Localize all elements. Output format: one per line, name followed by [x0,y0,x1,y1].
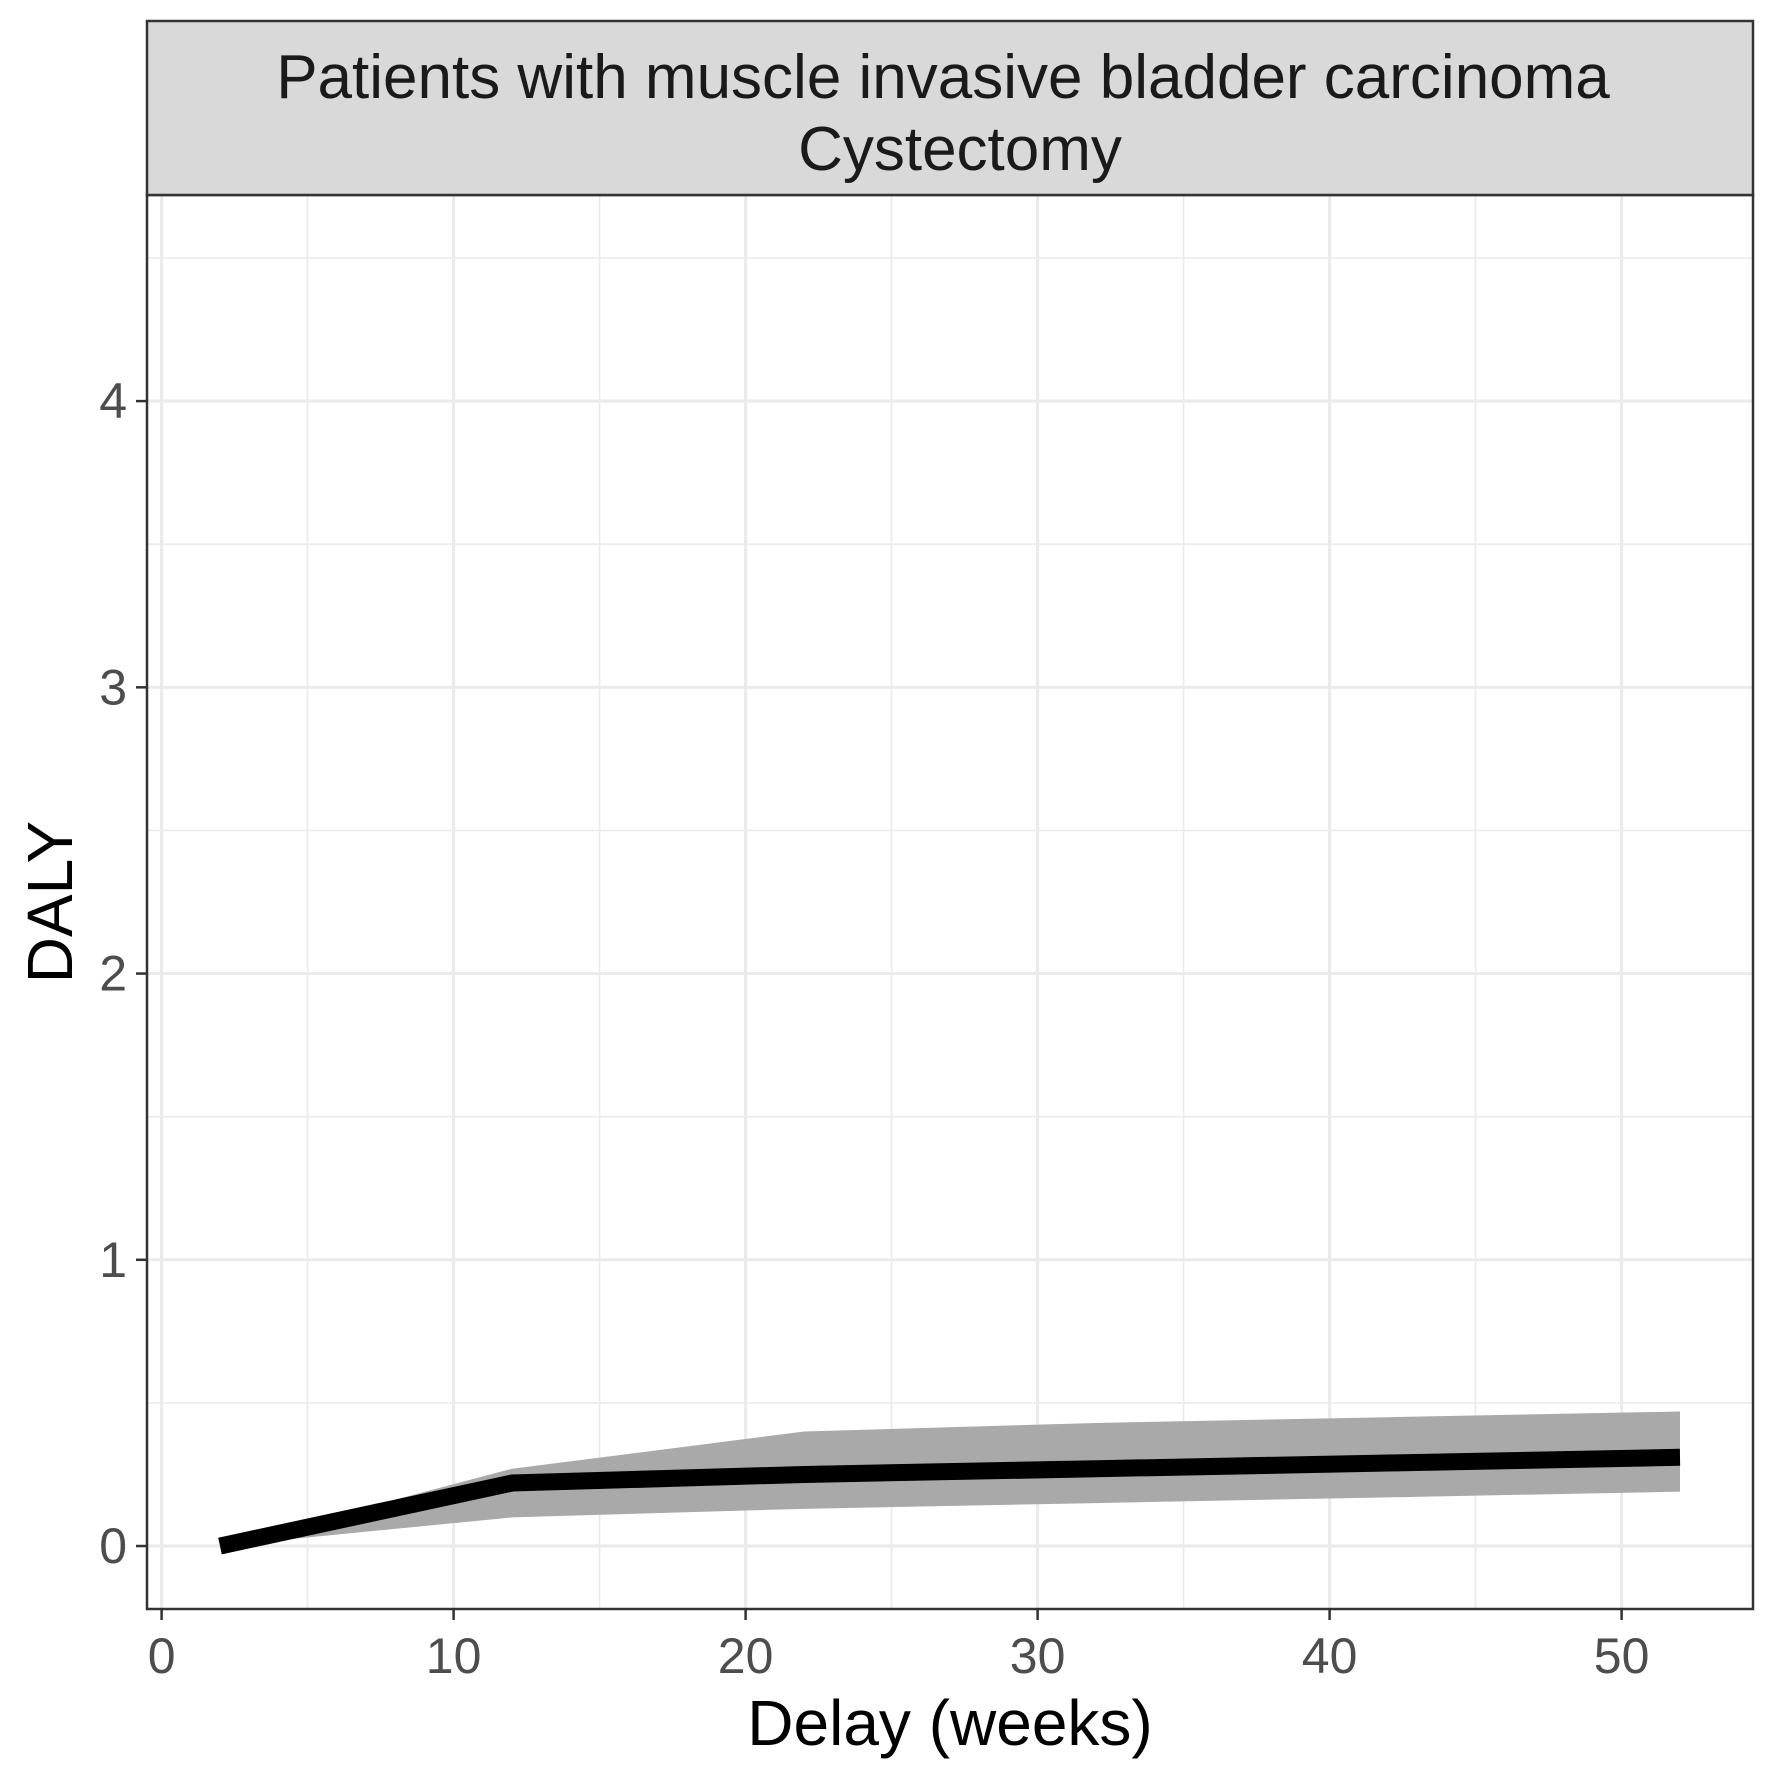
x-tick-label: 40 [1302,1628,1358,1684]
x-tick-label: 0 [148,1628,176,1684]
y-tick-label: 0 [99,1518,127,1574]
x-tick-label: 10 [426,1628,482,1684]
series-line [218,1448,1681,1555]
facet-title-line1: Patients with muscle invasive bladder ca… [276,43,1610,112]
y-axis-label: DALY [14,821,86,983]
y-tick-label: 1 [99,1232,127,1288]
x-axis-label: Delay (weeks) [747,1687,1152,1759]
y-tick-label: 3 [99,659,127,715]
line-layer [218,1448,1681,1555]
x-tick-label: 30 [1010,1628,1066,1684]
y-tick-label: 4 [99,373,127,429]
grid-layer [147,195,1753,1609]
axis-layer: 0 10 20 30 40 50 0 1 2 3 4 [99,373,1649,1684]
facet-title-line2: Cystectomy [798,115,1122,184]
facet-strip [145,19,1755,197]
x-tick-label: 20 [718,1628,774,1684]
x-tick-label: 50 [1594,1628,1650,1684]
y-tick-label: 2 [99,946,127,1002]
